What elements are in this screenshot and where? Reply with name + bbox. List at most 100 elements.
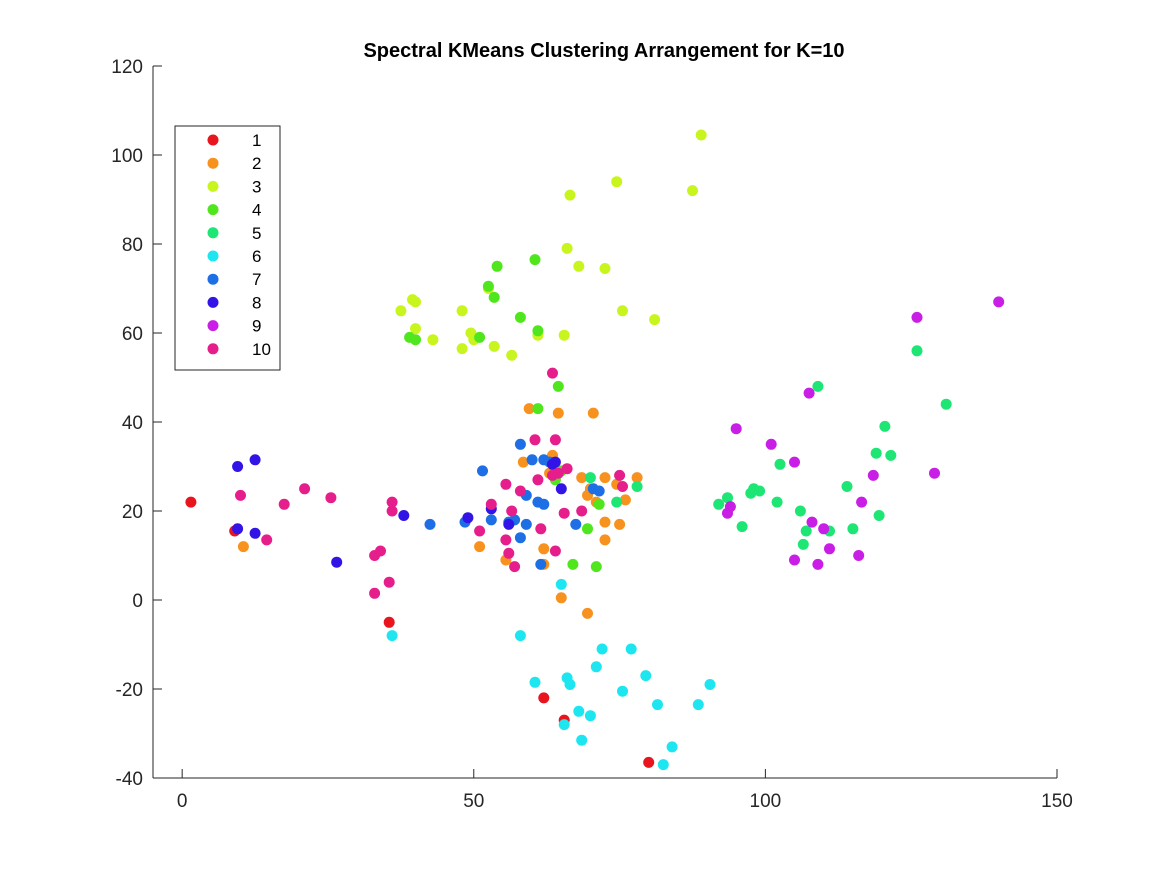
data-point (386, 496, 398, 508)
legend-marker (207, 320, 219, 332)
data-point (797, 538, 809, 550)
y-tick-label: -40 (116, 769, 143, 790)
data-point (477, 465, 488, 477)
legend-label: 9 (252, 317, 261, 336)
legend-label: 1 (252, 131, 261, 150)
data-point (517, 456, 529, 468)
data-point (555, 592, 567, 604)
data-point (596, 643, 608, 655)
data-point (482, 280, 494, 292)
data-point (818, 523, 830, 535)
data-point (237, 541, 249, 553)
data-point (824, 543, 835, 555)
data-point (488, 291, 500, 303)
data-point (593, 485, 605, 497)
data-point (570, 518, 582, 530)
legend-label: 4 (252, 201, 261, 220)
data-point (232, 461, 244, 472)
data-points (185, 129, 1005, 771)
y-tick-label: 120 (111, 57, 143, 78)
data-point (847, 523, 859, 535)
data-point (506, 505, 518, 517)
data-point (593, 498, 605, 510)
data-point (584, 472, 596, 484)
data-point (395, 305, 407, 317)
data-point (474, 525, 486, 537)
data-point (794, 505, 806, 517)
data-point (617, 685, 628, 697)
data-point (611, 176, 623, 188)
data-point (503, 518, 515, 530)
data-point (535, 523, 547, 535)
data-point (730, 423, 742, 435)
data-point (552, 467, 564, 479)
data-point (552, 380, 564, 392)
y-tick-label: 60 (122, 324, 143, 345)
data-point (485, 514, 497, 526)
data-point (410, 323, 421, 335)
data-point (488, 340, 500, 352)
data-point (456, 305, 468, 317)
data-point (535, 558, 547, 570)
data-point (576, 734, 588, 746)
data-point (555, 578, 567, 590)
data-point (462, 512, 474, 524)
legend-label: 8 (252, 293, 261, 312)
data-point (491, 260, 503, 272)
x-tick-label: 50 (463, 791, 484, 812)
data-point (552, 407, 564, 419)
axes: 0 50 100 150 -40 -20 0 20 40 60 80 100 120 (111, 57, 1073, 812)
data-point (640, 670, 652, 682)
legend-marker (207, 134, 219, 146)
data-point (625, 643, 637, 655)
data-point (695, 129, 707, 141)
data-point (249, 454, 261, 466)
data-point (643, 756, 655, 768)
data-point (573, 705, 585, 717)
data-point (803, 387, 815, 399)
data-point (806, 516, 818, 528)
data-point (789, 554, 800, 566)
data-point (599, 516, 611, 528)
data-point (410, 296, 421, 308)
data-point (386, 505, 398, 517)
data-point (576, 505, 588, 517)
data-point (235, 489, 246, 501)
data-point (561, 242, 573, 254)
data-point (325, 492, 337, 504)
data-point (456, 343, 468, 355)
legend-marker (207, 273, 219, 285)
data-point (867, 469, 879, 481)
legend-label: 10 (252, 340, 271, 359)
data-point (549, 545, 561, 557)
x-tick-label: 100 (750, 791, 782, 812)
data-point (410, 334, 421, 346)
data-point (532, 474, 544, 486)
data-point (369, 587, 381, 599)
data-point (520, 518, 532, 530)
legend-marker (207, 157, 219, 169)
data-point (722, 492, 733, 504)
data-point (526, 454, 538, 466)
data-point (582, 607, 593, 619)
data-point (812, 380, 824, 392)
chart-title: Spectral KMeans Clustering Arrangement f… (363, 40, 844, 62)
data-point (584, 710, 596, 722)
series-9 (722, 296, 1005, 570)
data-point (774, 458, 786, 470)
data-point (911, 311, 923, 323)
data-point (619, 494, 631, 506)
data-point (582, 523, 593, 535)
data-point (856, 496, 868, 508)
data-point (611, 496, 623, 508)
data-point (427, 334, 439, 346)
y-tick-label: 80 (122, 235, 143, 256)
data-point (514, 630, 526, 642)
data-point (652, 699, 663, 711)
series-4 (404, 254, 605, 573)
data-point (666, 741, 678, 753)
data-point (631, 472, 643, 484)
data-point (299, 483, 311, 495)
data-point (911, 345, 923, 357)
